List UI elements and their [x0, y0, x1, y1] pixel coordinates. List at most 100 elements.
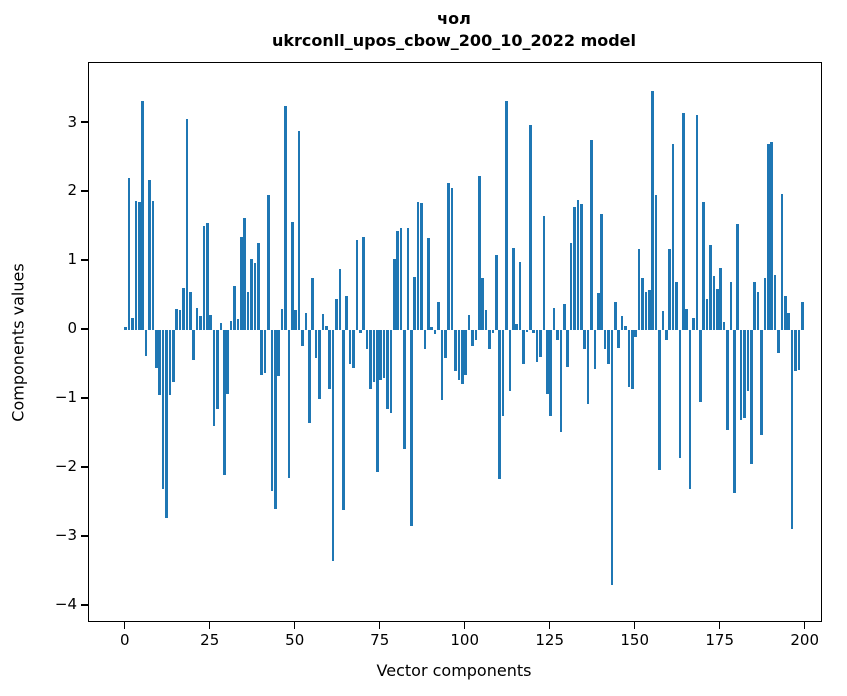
bar-component-49 [290, 221, 294, 330]
bar-component-147 [624, 326, 627, 330]
bar-component-113 [508, 329, 512, 391]
bar-component-5 [141, 100, 145, 330]
bar-component-116 [518, 262, 522, 330]
y-tick-mark--4 [81, 604, 88, 606]
bar-component-180 [736, 224, 740, 330]
bar-component-78 [389, 329, 393, 413]
bar-component-22 [199, 316, 202, 330]
bar-component-38 [253, 263, 257, 330]
bar-component-189 [766, 143, 770, 330]
bar-component-18 [185, 118, 189, 330]
bar-component-151 [637, 248, 641, 330]
y-tick-mark--1 [81, 397, 88, 399]
bar-component-173 [712, 276, 716, 330]
x-tick-mark-175 [718, 621, 721, 629]
bar-component-95 [447, 183, 451, 330]
bar-component-110 [498, 329, 502, 479]
bar-component-73 [372, 329, 376, 382]
bar-component-191 [773, 274, 777, 330]
bar-component-133 [576, 199, 580, 330]
bar-component-35 [243, 218, 247, 330]
y-tick-mark--2 [81, 466, 88, 468]
bar-component-2 [131, 317, 134, 330]
y-tick-mark-2 [81, 190, 88, 192]
bar-component-185 [753, 282, 757, 330]
y-tick-label--1: −1 [54, 388, 77, 407]
title-model-name: ukrconll_upos_cbow_200_10_2022 model [271, 31, 637, 50]
bar-component-17 [182, 287, 185, 330]
bar-component-10 [158, 329, 162, 396]
bar-component-50 [294, 309, 298, 330]
bar-component-4 [137, 201, 141, 330]
x-tick-mark-150 [633, 621, 636, 629]
bar-component-85 [413, 276, 417, 330]
bar-component-157 [658, 329, 661, 470]
bar-component-120 [532, 329, 536, 334]
bar-component-171 [705, 298, 709, 330]
x-tick-label-100: 100 [450, 631, 480, 649]
y-tick-mark-1 [81, 259, 88, 261]
bar-component-105 [481, 278, 485, 330]
x-tick-mark-75 [378, 621, 381, 629]
title-word: чол [437, 9, 471, 28]
bar-component-178 [729, 282, 733, 330]
bar-component-198 [797, 329, 801, 370]
bar-component-149 [630, 329, 634, 390]
bar-component-86 [416, 201, 420, 330]
bar-component-54 [307, 329, 311, 424]
bar-component-70 [362, 236, 366, 330]
bar-component-13 [168, 329, 172, 396]
bar-component-195 [787, 313, 791, 330]
bar-component-45 [277, 329, 281, 377]
bar-component-31 [229, 320, 233, 330]
bar-component-39 [256, 243, 260, 330]
bar-component-193 [780, 194, 784, 330]
bar-component-63 [338, 269, 342, 330]
x-tick-mark-0 [123, 621, 126, 629]
bar-component-89 [426, 237, 430, 330]
bar-component-67 [352, 329, 355, 368]
bar-component-148 [627, 329, 631, 388]
bar-component-69 [358, 329, 362, 333]
bar-component-183 [746, 329, 750, 391]
bar-component-182 [743, 329, 746, 419]
bar-component-99 [460, 329, 464, 384]
bar-component-154 [647, 289, 651, 330]
bar-component-175 [719, 267, 723, 330]
bar-component-15 [175, 309, 179, 330]
bar-component-58 [321, 314, 325, 330]
bar-component-107 [488, 329, 491, 350]
bar-component-11 [161, 329, 165, 489]
bar-component-101 [467, 315, 471, 330]
bar-component-40 [260, 329, 264, 375]
bar-component-197 [794, 329, 797, 372]
bar-component-199 [800, 301, 804, 330]
y-tick-mark-0 [81, 328, 88, 330]
bar-component-124 [545, 329, 549, 395]
bar-component-125 [549, 329, 553, 417]
bar-component-82 [403, 329, 406, 449]
x-tick-label-150: 150 [620, 631, 650, 649]
bar-component-94 [443, 329, 447, 359]
bar-component-162 [675, 281, 678, 330]
bar-component-6 [144, 329, 148, 357]
bar-component-34 [239, 236, 243, 330]
bar-component-87 [420, 203, 423, 330]
y-tick-label-1: 1 [67, 250, 77, 269]
bar-component-16 [178, 309, 182, 330]
bar-component-181 [739, 329, 743, 420]
x-tick-mark-200 [803, 621, 806, 629]
bar-component-92 [437, 302, 440, 330]
bar-component-187 [760, 329, 763, 436]
bar-component-194 [783, 296, 787, 330]
bar-component-19 [188, 291, 192, 330]
bar-component-156 [654, 195, 658, 330]
bar-component-104 [477, 176, 481, 330]
bar-component-27 [216, 329, 219, 410]
bar-component-29 [222, 329, 226, 475]
bar-component-196 [790, 329, 794, 530]
bar-component-71 [365, 329, 369, 350]
bar-component-112 [505, 100, 508, 330]
y-tick-label--3: −3 [54, 526, 77, 545]
